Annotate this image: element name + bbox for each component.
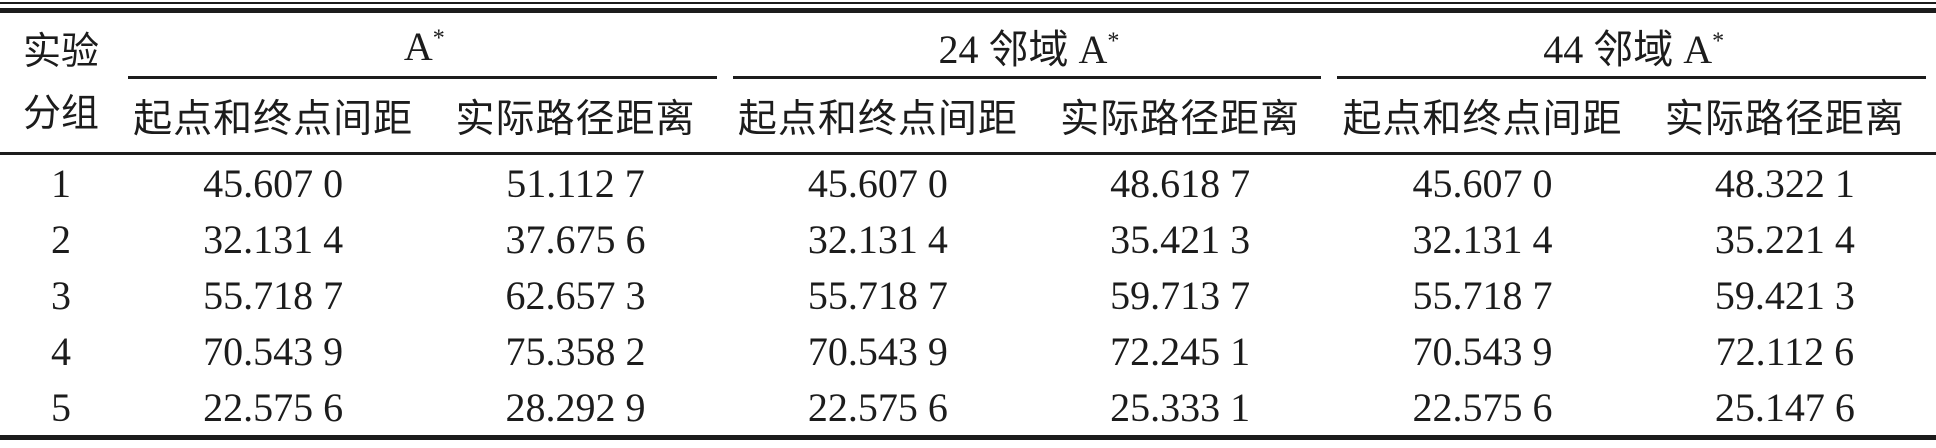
table-body: 1 45.607 0 51.112 7 45.607 0 48.618 7 45… [0, 154, 1936, 438]
cell-value: 25.147 6 [1714, 384, 1855, 430]
row-group-header-line1: 实验 [22, 30, 99, 73]
group-header-astar: A* [122, 11, 727, 80]
cell-value: 32.131 4 [203, 216, 344, 262]
cell-value: 51.112 7 [506, 160, 645, 206]
top-thin-rule [0, 2, 1936, 4]
cell-value: 37.675 6 [505, 216, 646, 262]
cell-value: 35.421 3 [1110, 216, 1251, 262]
astar-superscript: * [1107, 28, 1120, 55]
cell-value: 48.322 1 [1714, 160, 1855, 206]
table-row: 3 55.718 7 62.657 3 55.718 7 59.713 7 55… [0, 267, 1936, 323]
cell-value: 48.618 7 [1110, 160, 1251, 206]
group-header-44-neighborhood-astar: 44 邻域 A* [1331, 11, 1936, 80]
sub-header-start-end-distance: 起点和终点间距 [1331, 79, 1634, 155]
cell-value: 22.575 6 [1412, 384, 1553, 430]
cell-value: 75.358 2 [505, 328, 646, 374]
astar-superscript: * [1712, 28, 1725, 55]
cell-value: 25.333 1 [1110, 384, 1251, 430]
group-header-24-label: 24 邻域 A [938, 27, 1108, 72]
cell-value: 72.245 1 [1110, 328, 1251, 374]
table-row: 4 70.543 9 75.358 2 70.543 9 72.245 1 70… [0, 323, 1936, 379]
group-header-astar-label: A [403, 23, 433, 69]
sub-header-actual-path-distance: 实际路径距离 [424, 79, 727, 155]
cell-value: 59.421 3 [1714, 272, 1855, 318]
cell-value: 45.607 0 [1412, 160, 1553, 206]
cell-value: 45.607 0 [203, 160, 344, 206]
table-row: 1 45.607 0 51.112 7 45.607 0 48.618 7 45… [0, 154, 1936, 212]
row-label: 2 [51, 216, 71, 262]
row-group-header: 实验 分组 [0, 10, 122, 155]
row-label: 5 [51, 384, 71, 430]
cell-value: 28.292 9 [505, 384, 646, 430]
cell-value: 32.131 4 [1412, 216, 1553, 262]
table-header: 实验 分组 A* 24 邻域 A* 44 邻域 A* 起点和终点间距 实际路径距… [0, 10, 1936, 155]
cell-value: 55.718 7 [203, 272, 344, 318]
row-label: 4 [51, 328, 71, 374]
cell-value: 59.713 7 [1110, 272, 1251, 318]
cell-value: 32.131 4 [807, 216, 948, 262]
cell-value: 62.657 3 [505, 272, 646, 318]
path-distance-results-table: 实验 分组 A* 24 邻域 A* 44 邻域 A* 起点和终点间距 实际路径距… [0, 8, 1936, 440]
group-header-row: 实验 分组 A* 24 邻域 A* 44 邻域 A* [0, 10, 1936, 155]
astar-superscript: * [432, 25, 445, 52]
cell-value: 55.718 7 [807, 272, 948, 318]
cell-value: 45.607 0 [807, 160, 948, 206]
row-label: 1 [51, 160, 71, 206]
table-row: 2 32.131 4 37.675 6 32.131 4 35.421 3 32… [0, 211, 1936, 267]
group-header-24-neighborhood-astar: 24 邻域 A* [727, 11, 1332, 80]
table-row: 5 22.575 6 28.292 9 22.575 6 25.333 1 22… [0, 379, 1936, 438]
cell-value: 70.543 9 [807, 328, 948, 374]
sub-header-start-end-distance: 起点和终点间距 [122, 79, 425, 155]
sub-header-actual-path-distance: 实际路径距离 [1028, 79, 1332, 155]
cell-value: 70.543 9 [203, 328, 344, 374]
cell-value: 72.112 6 [1715, 328, 1855, 374]
results-table-wrapper: 实验 分组 A* 24 邻域 A* 44 邻域 A* 起点和终点间距 实际路径距… [0, 2, 1936, 440]
sub-header-actual-path-distance: 实际路径距离 [1633, 79, 1936, 155]
sub-header-start-end-distance: 起点和终点间距 [726, 79, 1029, 155]
row-group-header-line2: 分组 [22, 92, 99, 135]
row-label: 3 [51, 272, 71, 318]
sub-header-row: 起点和终点间距 实际路径距离 起点和终点间距 实际路径距离 起点和终点间距 实际… [0, 79, 1936, 155]
cell-value: 35.221 4 [1714, 216, 1855, 262]
cell-value: 55.718 7 [1412, 272, 1553, 318]
cell-value: 22.575 6 [807, 384, 948, 430]
cell-value: 22.575 6 [203, 384, 344, 430]
cell-value: 70.543 9 [1412, 328, 1553, 374]
group-header-44-label: 44 邻域 A [1543, 27, 1713, 72]
